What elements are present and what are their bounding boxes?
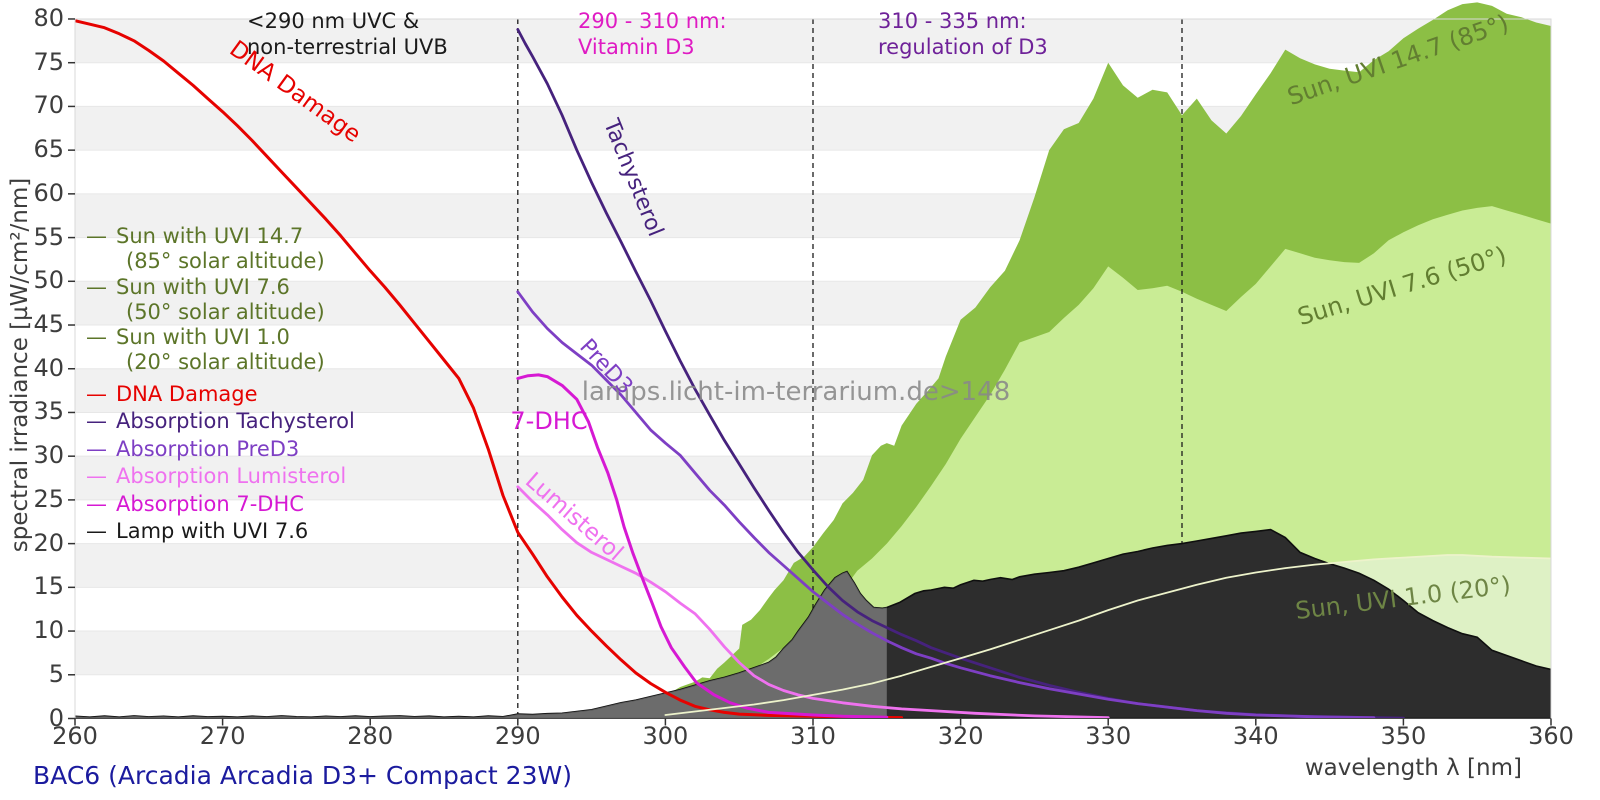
legend-swatch: — (86, 436, 107, 461)
x-axis-label: wavelength λ [nm] (1304, 755, 1522, 781)
legend-label: Absorption Lumisterol (116, 464, 347, 488)
series-pred3 (516, 290, 1376, 719)
legend-item-absorption-tachysterol: — Absorption Tachysterol (86, 409, 355, 433)
y-tick-label-50: 50 (33, 266, 64, 295)
legend-label: Absorption PreD3 (116, 436, 300, 461)
legend-sublabel: (85° solar altitude) (126, 249, 325, 273)
y-tick-label-60: 60 (33, 178, 64, 207)
x-tick-label-260: 260 (52, 722, 98, 750)
legend-item-absorption-7-dhc: — Absorption 7-DHC (86, 492, 304, 516)
legend-label: Absorption 7-DHC (116, 491, 304, 516)
legend-swatch: — (86, 409, 107, 433)
y-tick-label-80: 80 (33, 3, 64, 32)
legend-swatch: — (86, 325, 107, 349)
x-tick-label-360: 360 (1528, 722, 1574, 750)
legend-item-absorption-lumisterol: — Absorption Lumisterol (86, 464, 346, 488)
series-dna-damage (75, 19, 904, 719)
plot-area (75, 2, 1551, 719)
annotation-uvc-line1: <290 nm UVC & (247, 9, 420, 33)
y-tick-label-70: 70 (33, 91, 64, 120)
annotation-uvc-line2: non-terrestrial UVB (247, 35, 448, 59)
y-tick-label-75: 75 (33, 47, 64, 76)
y-tick-label-10: 10 (33, 616, 64, 645)
y-tick-label-5: 5 (48, 659, 64, 688)
x-tick-label-270: 270 (199, 722, 246, 750)
legend-swatch: — (86, 519, 107, 543)
curve-label-7dhc: 7-DHC (510, 407, 588, 435)
annotation-vitd3-line1: 290 - 310 nm: (578, 9, 727, 33)
x-tick-label-300: 300 (642, 722, 689, 750)
legend-item-sun-with-uvi-7.6: — Sun with UVI 7.6 (86, 275, 290, 299)
legend-item-sun-with-uvi-1.0: — Sun with UVI 1.0 (86, 325, 290, 349)
series-sun-uvi-1-0-line (664, 554, 1551, 716)
watermark: lamps.licht-im-terrarium.de>148 (581, 377, 1011, 407)
legend-item-absorption-pred3: — Absorption PreD3 (86, 437, 299, 461)
x-tick-label-330: 330 (1085, 722, 1132, 750)
legend-item-dna-damage: — DNA Damage (86, 382, 258, 406)
series-lumisterol (516, 485, 1110, 719)
annotation-uvc-region: <290 nm UVC & non-terrestrial UVB (247, 8, 448, 60)
annotation-regulation-line1: 310 - 335 nm: (878, 9, 1027, 33)
y-tick-label-20: 20 (33, 528, 64, 557)
annotation-vitd3-line2: Vitamin D3 (578, 35, 695, 59)
legend-label: Lamp with UVI 7.6 (116, 519, 309, 543)
x-tick-label-320: 320 (937, 722, 984, 750)
y-tick-label-40: 40 (33, 353, 64, 382)
x-tick-label-310: 310 (790, 722, 836, 750)
series-seven-dhc (516, 373, 889, 719)
chart-title: BAC6 (Arcadia Arcadia D3+ Compact 23W) (33, 761, 572, 790)
legend-label: Sun with UVI 7.6 (116, 274, 290, 299)
series-lamp (75, 528, 1551, 719)
legend-label: Sun with UVI 14.7 (116, 224, 304, 248)
legend-item-sun-with-uvi-14.7: — Sun with UVI 14.7 (86, 224, 303, 248)
y-tick-label-15: 15 (33, 572, 64, 601)
legend-swatch: — (86, 274, 107, 299)
x-tick-label-290: 290 (494, 722, 541, 750)
legend-label: Absorption Tachysterol (116, 409, 355, 433)
annotation-regulation-region: 310 - 335 nm: regulation of D3 (878, 8, 1048, 60)
y-tick-label-65: 65 (33, 135, 64, 164)
y-tick-label-0: 0 (48, 703, 64, 732)
x-tick-label-280: 280 (347, 722, 394, 750)
annotation-regulation-line2: regulation of D3 (878, 35, 1048, 59)
x-tick-label-350: 350 (1380, 722, 1427, 750)
legend-sublabel: (20° solar altitude) (126, 350, 325, 374)
legend-label: Sun with UVI 1.0 (116, 325, 290, 349)
y-tick-label-35: 35 (33, 397, 64, 426)
y-tick-label-30: 30 (33, 441, 64, 470)
y-tick-label-45: 45 (33, 310, 64, 339)
annotation-vitamin-d3-region: 290 - 310 nm: Vitamin D3 (578, 8, 727, 60)
y-tick-label-25: 25 (33, 484, 64, 513)
legend-swatch: — (86, 491, 107, 516)
series-lamp-uvb-region (75, 571, 887, 719)
legend-swatch: — (86, 464, 107, 488)
legend-label: DNA Damage (116, 381, 258, 406)
legend-swatch: — (86, 381, 107, 406)
y-tick-label-55: 55 (33, 222, 64, 251)
legend-sublabel: (50° solar altitude) (126, 299, 325, 324)
legend-swatch: — (86, 224, 107, 248)
legend-item-lamp-with-uvi-7.6: — Lamp with UVI 7.6 (86, 519, 308, 543)
x-tick-label-340: 340 (1232, 722, 1279, 750)
